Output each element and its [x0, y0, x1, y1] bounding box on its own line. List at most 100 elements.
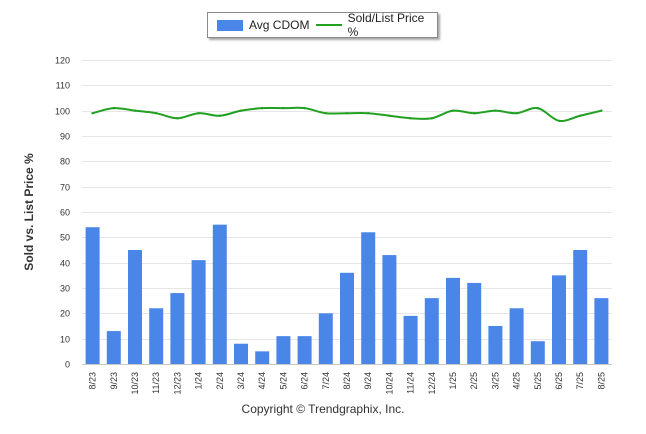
bar-series: [85, 224, 609, 364]
point-sold-list-price[interactable]: [197, 112, 200, 115]
y-tick-label: 50: [60, 233, 70, 243]
x-tick-label: 8/24: [342, 372, 352, 390]
bar-avg-cdom[interactable]: [552, 275, 566, 364]
point-sold-list-price[interactable]: [303, 106, 306, 110]
x-tick-label: 12/23: [172, 372, 182, 395]
x-tick-label: 10/23: [130, 372, 140, 395]
legend-swatch-avg-cdom: [217, 19, 243, 31]
bar-avg-cdom[interactable]: [403, 315, 418, 364]
y-tick-label: 40: [60, 259, 70, 269]
bar-avg-cdom[interactable]: [85, 227, 100, 364]
point-sold-list-price[interactable]: [176, 117, 179, 120]
bar-avg-cdom[interactable]: [234, 343, 248, 364]
point-sold-list-price[interactable]: [388, 114, 391, 117]
point-sold-list-price[interactable]: [133, 109, 137, 112]
bar-avg-cdom[interactable]: [340, 272, 354, 364]
y-tick-label: 0: [65, 360, 70, 370]
bar-avg-cdom[interactable]: [446, 277, 460, 364]
point-sold-list-price[interactable]: [494, 109, 497, 112]
copyright-credit: Copyright © Trendgraphix, Inc.: [241, 402, 405, 416]
x-tick-label: 8/25: [596, 372, 606, 390]
y-tick-label: 120: [55, 56, 70, 66]
x-tick-label: 5/24: [278, 372, 288, 390]
bar-avg-cdom[interactable]: [467, 282, 482, 364]
bar-avg-cdom[interactable]: [382, 255, 397, 364]
point-sold-list-price[interactable]: [430, 117, 433, 120]
y-tick-label: 70: [60, 183, 70, 193]
point-sold-list-price[interactable]: [515, 112, 518, 115]
y-axis-ticks: 0 10 20 30 40 50 60 70 80 90 100 110 120: [55, 56, 70, 370]
bar-avg-cdom[interactable]: [191, 260, 206, 364]
x-tick-label: 3/25: [490, 372, 500, 390]
y-tick-label: 30: [60, 284, 70, 294]
y-tick-label: 10: [60, 335, 70, 345]
point-sold-list-price[interactable]: [324, 112, 327, 115]
y-axis-label: Sold vs. List Price %: [22, 153, 36, 271]
x-tick-label: 11/24: [406, 372, 416, 394]
bar-avg-cdom[interactable]: [488, 326, 503, 364]
bar-avg-cdom[interactable]: [149, 308, 164, 364]
point-sold-list-price[interactable]: [91, 112, 94, 115]
x-tick-label: 11/23: [151, 372, 161, 394]
legend-label-avg-cdom: Avg CDOM: [249, 18, 310, 32]
point-sold-list-price[interactable]: [239, 109, 243, 112]
bar-avg-cdom[interactable]: [128, 250, 142, 364]
y-tick-label: 80: [60, 157, 70, 167]
legend-item-sold-list-price[interactable]: Sold/List Price %: [316, 11, 437, 39]
bar-avg-cdom[interactable]: [424, 298, 439, 364]
legend-item-avg-cdom[interactable]: Avg CDOM: [217, 13, 309, 37]
legend-swatch-sold-list-price: [316, 24, 342, 26]
bar-avg-cdom[interactable]: [594, 298, 609, 364]
bar-avg-cdom[interactable]: [573, 250, 588, 364]
bar-avg-cdom[interactable]: [170, 293, 185, 364]
x-tick-label: 10/24: [384, 372, 394, 395]
x-tick-label: 8/23: [88, 372, 98, 390]
point-sold-list-price[interactable]: [557, 119, 561, 123]
point-sold-list-price[interactable]: [536, 106, 539, 110]
x-tick-label: 2/25: [469, 372, 479, 390]
y-tick-label: 110: [56, 81, 70, 91]
x-tick-label: 4/25: [512, 372, 522, 390]
x-tick-label: 2/24: [215, 372, 225, 390]
x-tick-label: 6/25: [554, 372, 564, 390]
grid: [82, 60, 612, 365]
point-sold-list-price[interactable]: [600, 109, 603, 112]
bar-avg-cdom[interactable]: [297, 336, 312, 364]
point-sold-list-price[interactable]: [112, 106, 116, 110]
x-tick-label: 7/25: [575, 372, 585, 390]
y-tick-label: 20: [60, 309, 70, 319]
x-tick-label: 5/25: [533, 372, 543, 390]
y-tick-label: 60: [60, 208, 70, 218]
point-sold-list-price[interactable]: [345, 112, 349, 115]
x-tick-label: 1/25: [448, 372, 458, 390]
bar-avg-cdom[interactable]: [106, 331, 121, 364]
line-series: [91, 106, 603, 123]
x-tick-label: 1/24: [194, 372, 204, 390]
bar-avg-cdom[interactable]: [276, 336, 291, 364]
point-sold-list-price[interactable]: [409, 117, 412, 120]
x-tick-label: 7/24: [321, 372, 331, 390]
x-tick-label: 12/24: [427, 372, 437, 395]
point-sold-list-price[interactable]: [367, 112, 370, 115]
x-tick-label: 3/24: [236, 372, 246, 390]
point-sold-list-price[interactable]: [155, 112, 158, 115]
point-sold-list-price[interactable]: [451, 109, 455, 112]
bar-avg-cdom[interactable]: [212, 224, 227, 364]
legend-label-sold-list-price: Sold/List Price %: [347, 11, 425, 39]
bar-avg-cdom[interactable]: [361, 232, 376, 364]
bar-avg-cdom[interactable]: [318, 313, 333, 364]
point-sold-list-price[interactable]: [282, 106, 285, 110]
point-sold-list-price[interactable]: [473, 112, 476, 115]
x-axis-ticks: 8/23 9/23 10/23 11/23 12/23 1/24 2/24 3/24 4/24 5…: [88, 372, 607, 395]
legend: Avg CDOM Sold/List Price %: [207, 11, 438, 39]
bar-avg-cdom[interactable]: [509, 308, 524, 364]
bar-avg-cdom[interactable]: [530, 341, 545, 364]
x-tick-label: 4/24: [257, 372, 267, 390]
point-sold-list-price[interactable]: [261, 106, 264, 110]
bar-avg-cdom[interactable]: [255, 351, 270, 364]
y-tick-label: 90: [60, 132, 70, 142]
x-tick-label: 6/24: [300, 372, 310, 390]
point-sold-list-price[interactable]: [579, 114, 582, 117]
point-sold-list-price[interactable]: [218, 114, 221, 117]
